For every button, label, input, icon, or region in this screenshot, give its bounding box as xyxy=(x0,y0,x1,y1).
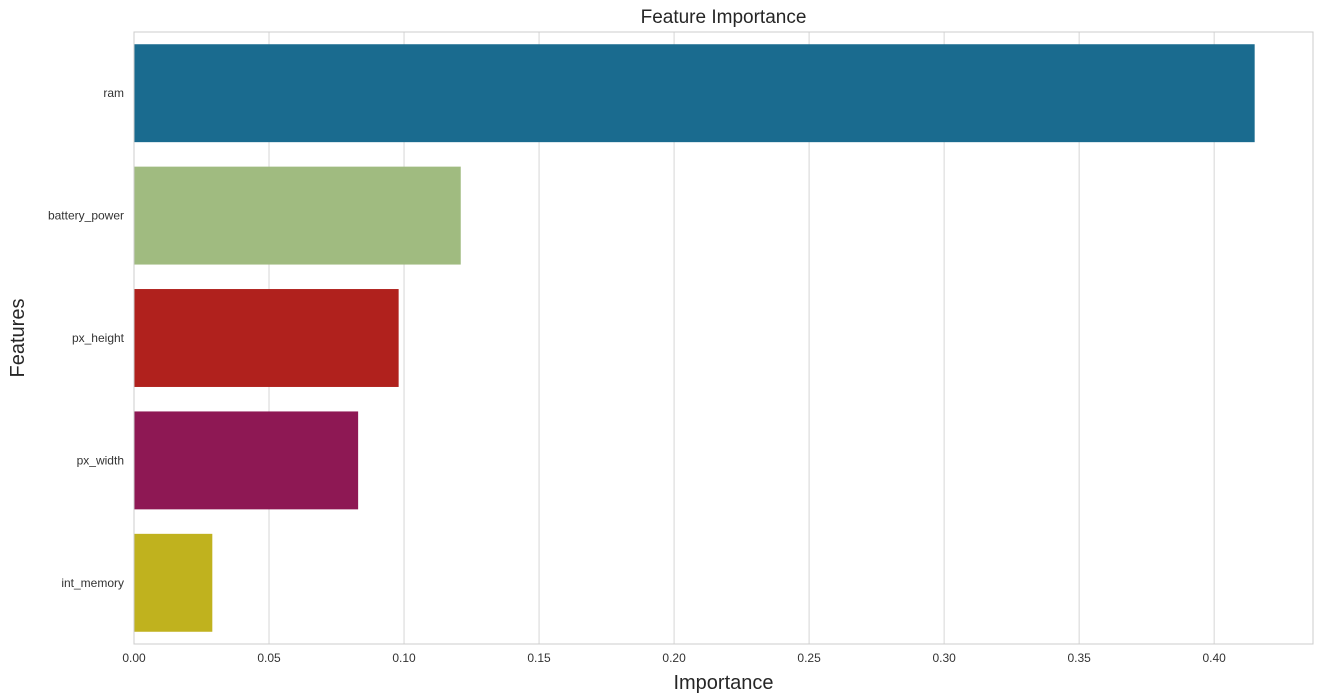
y-tick-label: battery_power xyxy=(48,209,124,223)
plot-frame xyxy=(133,31,1314,645)
bar-ram xyxy=(134,44,1255,143)
bars xyxy=(134,44,1255,632)
y-tick-labels: ram battery_power px_height px_width int_mem… xyxy=(48,86,125,590)
x-tick-labels: 0.00 0.05 0.10 0.15 0.20 0.25 0.30 0.35 0.40 xyxy=(122,651,1226,665)
x-tick-label: 0.05 xyxy=(257,651,281,665)
x-tick-label: 0.00 xyxy=(122,651,146,665)
y-tick-label: ram xyxy=(103,86,124,100)
x-tick-label: 0.15 xyxy=(527,651,551,665)
x-tick-label: 0.10 xyxy=(392,651,416,665)
x-tick-label: 0.30 xyxy=(932,651,956,665)
x-tick-label: 0.40 xyxy=(1202,651,1226,665)
x-tick-label: 0.35 xyxy=(1067,651,1091,665)
x-axis-title: Importance xyxy=(673,672,773,694)
x-tick-label: 0.20 xyxy=(662,651,686,665)
y-tick-label: int_memory xyxy=(61,576,124,590)
y-axis-title: Features xyxy=(7,299,29,378)
y-tick-label: px_height xyxy=(72,331,125,345)
x-tick-label: 0.25 xyxy=(797,651,821,665)
bar-px-height xyxy=(134,289,399,387)
bar-px-width xyxy=(134,411,359,510)
y-tick-label: px_width xyxy=(77,453,124,467)
chart-title: Feature Importance xyxy=(641,7,807,28)
bar-int-memory xyxy=(134,533,213,632)
bar-battery-power xyxy=(134,166,461,265)
